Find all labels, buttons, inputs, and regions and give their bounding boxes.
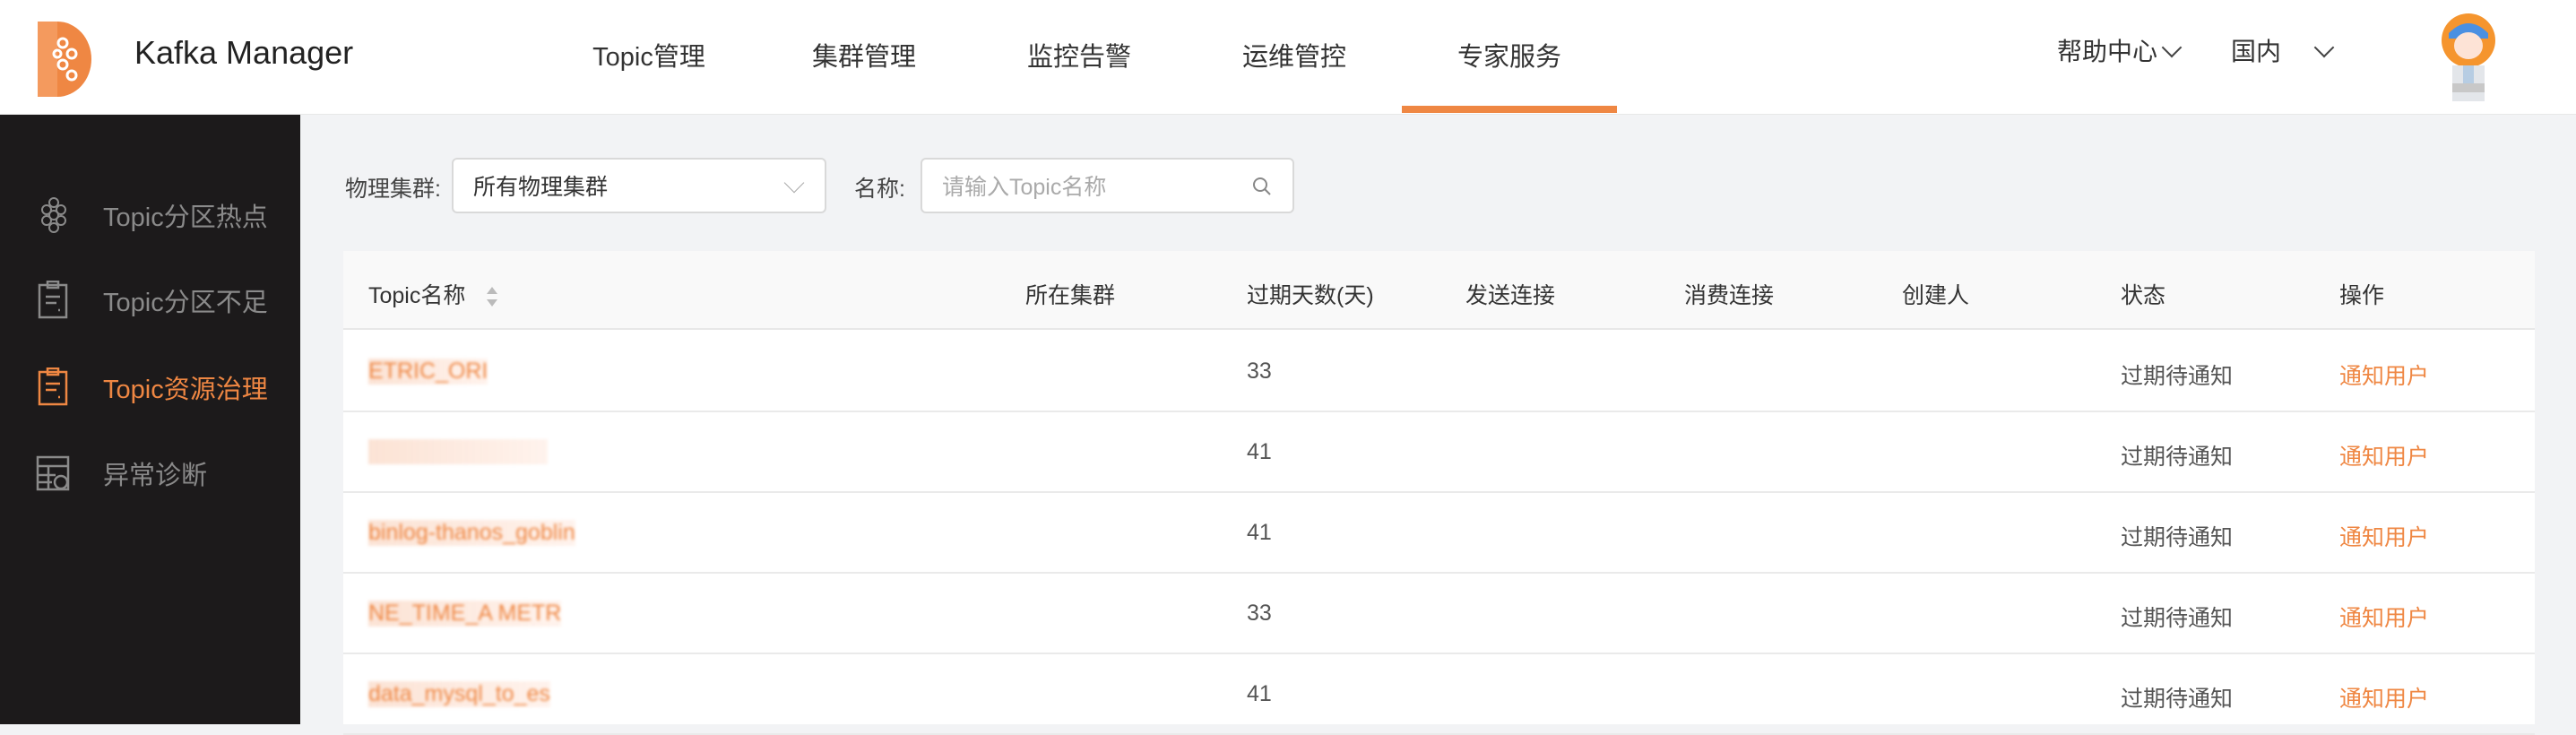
notify-user-link[interactable]: 通知用户 xyxy=(2339,364,2430,389)
sidebar-item-anomaly-diagnosis[interactable]: 异常诊断 xyxy=(0,437,300,509)
expire-days-cell: 33 xyxy=(1247,359,1272,384)
nav-operations[interactable]: 运维管控 xyxy=(1241,43,1347,72)
topic-name-link[interactable]: binlog-thanos_goblin xyxy=(368,520,575,546)
column-header-label: Topic名称 xyxy=(368,283,466,308)
topic-name-link[interactable]: ETRIC_ORI xyxy=(368,359,488,385)
table-row: 41 过期待通知 通知用户 xyxy=(343,412,2535,493)
status-cell: 过期待通知 xyxy=(2121,525,2234,550)
clipboard-icon xyxy=(38,281,68,319)
status-cell: 过期待通知 xyxy=(2121,687,2234,712)
active-nav-indicator xyxy=(1402,106,1617,113)
expire-days-cell: 41 xyxy=(1247,439,1272,464)
column-header-action: 操作 xyxy=(2339,283,2385,308)
sidebar-item-resource-governance[interactable]: Topic资源治理 xyxy=(0,351,300,423)
table-row: NE_TIME_A METR 33 过期待通知 通知用户 xyxy=(343,574,2535,654)
cluster-select-value: 所有物理集群 xyxy=(473,175,609,200)
column-header-consumer-connections: 消费连接 xyxy=(1684,283,1775,308)
search-icon[interactable] xyxy=(1251,176,1273,197)
table-header: Topic名称 所在集群 过期天数(天) 发送连接 消费连接 创建人 状态 操作 xyxy=(343,251,2535,330)
help-center-label: 帮助中心 xyxy=(2057,38,2158,65)
topic-table: Topic名称 所在集群 过期天数(天) 发送连接 消费连接 创建人 状态 操作… xyxy=(343,251,2535,735)
notify-user-link[interactable]: 通知用户 xyxy=(2339,525,2430,550)
expire-days-cell: 41 xyxy=(1247,681,1272,706)
user-avatar[interactable] xyxy=(2440,13,2497,103)
region-dropdown[interactable]: 国内 xyxy=(2231,32,2335,68)
sidebar-item-label: Topic资源治理 xyxy=(103,376,268,404)
search-placeholder: 请输入Topic名称 xyxy=(942,175,1107,200)
notify-user-link[interactable]: 通知用户 xyxy=(2339,687,2430,712)
table-row: binlog-thanos_goblin 41 过期待通知 通知用户 xyxy=(343,493,2535,574)
topic-name-link[interactable]: data_mysql_to_es xyxy=(368,681,550,707)
sidebar-item-label: 异常诊断 xyxy=(103,462,208,490)
sidebar-item-partition-hotspot[interactable]: Topic分区热点 xyxy=(0,179,300,251)
topic-name-search-input[interactable]: 请输入Topic名称 xyxy=(921,158,1294,213)
sort-icon[interactable] xyxy=(484,283,500,310)
expire-days-cell: 41 xyxy=(1247,520,1272,545)
chevron-down-icon xyxy=(2313,37,2335,58)
brand-title: Kafka Manager xyxy=(134,34,354,71)
expire-days-cell: 33 xyxy=(1247,601,1272,626)
nav-expert-service[interactable]: 专家服务 xyxy=(1457,43,1562,72)
column-header-expire-days: 过期天数(天) xyxy=(1247,283,1374,308)
table-dollar-icon xyxy=(36,455,70,491)
logo-icon xyxy=(38,22,91,97)
table-row: data_mysql_to_es 41 过期待通知 通知用户 xyxy=(343,654,2535,735)
chevron-down-icon xyxy=(783,172,805,194)
column-header-cluster: 所在集群 xyxy=(1025,283,1116,308)
column-header-creator: 创建人 xyxy=(1902,283,1970,308)
notify-user-link[interactable]: 通知用户 xyxy=(2339,445,2430,470)
chevron-down-icon xyxy=(2161,37,2183,58)
column-header-status: 状态 xyxy=(2121,283,2166,308)
status-cell: 过期待通知 xyxy=(2121,445,2234,470)
column-header-producer-connections: 发送连接 xyxy=(1465,283,1556,308)
region-label: 国内 xyxy=(2231,38,2282,65)
sidebar-item-label: Topic分区热点 xyxy=(103,203,268,232)
hexagon-grid-icon xyxy=(41,197,66,233)
cluster-select[interactable]: 所有物理集群 xyxy=(452,158,826,213)
status-cell: 过期待通知 xyxy=(2121,364,2234,389)
nav-cluster-management[interactable]: 集群管理 xyxy=(811,43,917,72)
clipboard-icon xyxy=(38,368,68,406)
nav-topic-management[interactable]: Topic管理 xyxy=(592,43,705,72)
topic-name-link[interactable]: NE_TIME_A METR xyxy=(368,601,562,627)
help-center-dropdown[interactable]: 帮助中心 xyxy=(2057,32,2183,68)
table-row: ETRIC_ORI 33 过期待通知 通知用户 xyxy=(343,332,2535,412)
sidebar-item-partition-insufficient[interactable]: Topic分区不足 xyxy=(0,264,300,336)
cluster-filter-label: 物理集群: xyxy=(345,177,441,202)
name-filter-label: 名称: xyxy=(854,177,905,202)
sidebar-item-label: Topic分区不足 xyxy=(103,289,268,317)
top-header: Kafka Manager Topic管理 集群管理 监控告警 运维管控 专家服… xyxy=(0,0,2576,115)
topic-name-link[interactable] xyxy=(368,439,548,464)
sidebar: Topic分区热点 Topic分区不足 Topic资源治理 异常诊断 xyxy=(0,115,300,724)
column-header-topic[interactable]: Topic名称 xyxy=(368,278,500,310)
nav-monitoring[interactable]: 监控告警 xyxy=(1026,43,1132,72)
notify-user-link[interactable]: 通知用户 xyxy=(2339,606,2430,631)
status-cell: 过期待通知 xyxy=(2121,606,2234,631)
